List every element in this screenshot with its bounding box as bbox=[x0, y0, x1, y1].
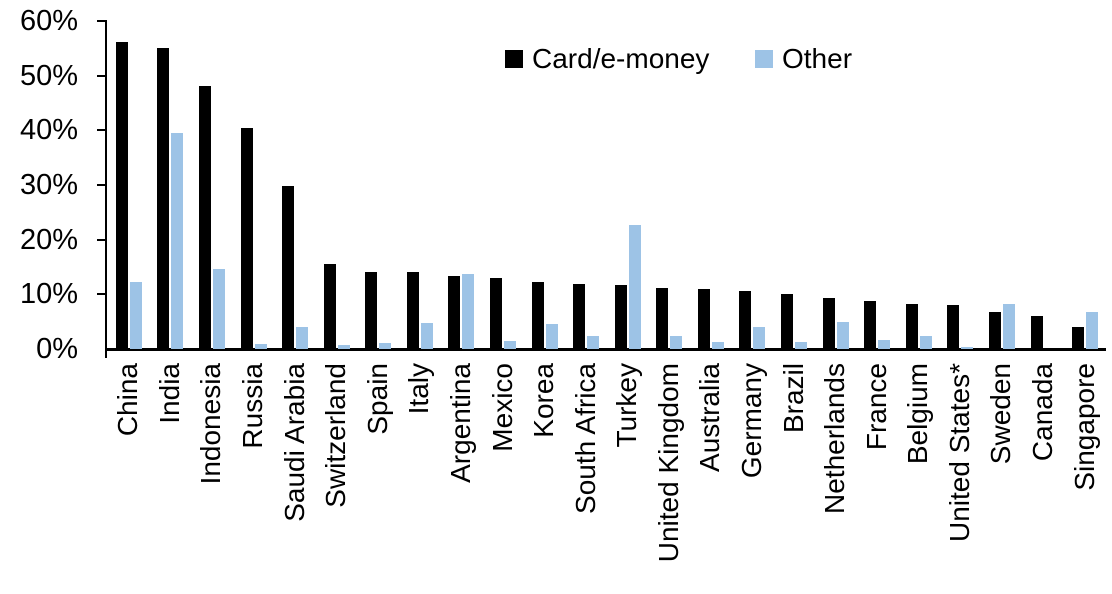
y-tick-mark bbox=[97, 129, 107, 132]
bar-other-belgium bbox=[919, 336, 932, 349]
x-category-label-spain: Spain bbox=[361, 363, 393, 435]
legend-swatch-other bbox=[755, 50, 773, 68]
x-axis-line bbox=[105, 348, 1106, 351]
bar-other-russia bbox=[254, 344, 267, 349]
x-category-label-argentina: Argentina bbox=[444, 363, 476, 483]
x-category-label-belgium: Belgium bbox=[902, 363, 934, 465]
y-tick-label: 40% bbox=[19, 114, 78, 147]
x-category-label-korea: Korea bbox=[528, 363, 560, 438]
bar-card-e-money-india bbox=[157, 48, 170, 349]
legend-swatch-card-e-money bbox=[505, 50, 523, 68]
bar-card-e-money-netherlands bbox=[822, 298, 835, 349]
bar-card-e-money-sweden bbox=[988, 312, 1001, 349]
bar-other-saudi-arabia bbox=[296, 327, 309, 349]
bar-other-germany bbox=[753, 327, 766, 349]
x-category-label-united-states: United States* bbox=[943, 363, 975, 542]
x-category-label-netherlands: Netherlands bbox=[819, 363, 851, 514]
bar-card-e-money-korea bbox=[531, 282, 544, 349]
bar-card-e-money-belgium bbox=[905, 304, 918, 349]
bar-card-e-money-turkey bbox=[614, 285, 627, 349]
x-category-label-united-kingdom: United Kingdom bbox=[652, 363, 684, 563]
x-category-label-saudi-arabia: Saudi Arabia bbox=[278, 363, 310, 522]
bar-card-e-money-united-kingdom bbox=[656, 288, 669, 349]
bar-card-e-money-italy bbox=[406, 272, 419, 349]
x-category-label-germany: Germany bbox=[735, 363, 767, 479]
bar-card-e-money-argentina bbox=[448, 276, 461, 349]
y-tick-mark bbox=[97, 293, 107, 296]
bar-other-united-states bbox=[961, 347, 974, 349]
bar-card-e-money-australia bbox=[697, 289, 710, 349]
y-tick-mark bbox=[97, 184, 107, 186]
bar-other-argentina bbox=[462, 274, 475, 349]
bar-other-mexico bbox=[504, 341, 516, 349]
x-category-label-china: China bbox=[112, 363, 144, 437]
bar-card-e-money-brazil bbox=[781, 294, 794, 349]
bar-other-netherlands bbox=[836, 322, 849, 349]
y-tick-mark bbox=[97, 238, 107, 241]
bar-card-e-money-france bbox=[864, 301, 877, 349]
x-category-label-russia: Russia bbox=[237, 363, 269, 449]
bar-other-india bbox=[171, 133, 184, 349]
bar-other-korea bbox=[545, 324, 558, 349]
x-category-label-france: France bbox=[860, 363, 892, 451]
bar-other-sweden bbox=[1002, 304, 1015, 349]
bar-card-e-money-singapore bbox=[1072, 327, 1085, 349]
y-tick-label: 60% bbox=[19, 5, 78, 37]
bar-card-e-money-germany bbox=[739, 291, 752, 349]
y-axis-line bbox=[105, 21, 107, 358]
bar-card-e-money-russia bbox=[240, 128, 253, 349]
bar-card-e-money-canada bbox=[1030, 316, 1043, 349]
x-category-label-india: India bbox=[153, 363, 185, 424]
bar-card-e-money-spain bbox=[365, 272, 378, 349]
y-tick-mark bbox=[97, 74, 107, 77]
bar-other-united-kingdom bbox=[670, 336, 683, 349]
bar-card-e-money-south-africa bbox=[573, 284, 586, 349]
bar-card-e-money-mexico bbox=[490, 278, 502, 349]
y-tick-label: 50% bbox=[19, 59, 78, 92]
x-category-label-singapore: Singapore bbox=[1068, 363, 1100, 491]
x-category-label-canada: Canada bbox=[1027, 363, 1059, 462]
y-tick-label: 10% bbox=[19, 278, 78, 311]
bar-other-indonesia bbox=[212, 269, 225, 349]
bar-other-south-africa bbox=[587, 336, 600, 349]
x-category-label-south-africa: South Africa bbox=[569, 363, 601, 514]
bar-other-china bbox=[129, 282, 142, 349]
bar-card-e-money-united-states bbox=[947, 305, 960, 349]
y-tick-mark bbox=[97, 20, 107, 22]
legend-label-card-e-money: Card/e-money bbox=[532, 43, 710, 74]
bar-other-spain bbox=[379, 343, 392, 349]
x-category-label-mexico: Mexico bbox=[486, 363, 518, 452]
bar-card-e-money-indonesia bbox=[198, 86, 211, 349]
y-tick-label: 30% bbox=[19, 169, 78, 201]
x-category-label-sweden: Sweden bbox=[985, 363, 1017, 465]
bar-other-brazil bbox=[795, 342, 808, 349]
bar-other-italy bbox=[420, 323, 433, 349]
bar-other-turkey bbox=[628, 225, 641, 349]
legend-label-other: Other bbox=[782, 43, 853, 74]
x-category-label-italy: Italy bbox=[403, 363, 435, 415]
y-tick-label: 20% bbox=[19, 223, 78, 256]
x-category-label-australia: Australia bbox=[694, 363, 726, 472]
x-category-label-switzerland: Switzerland bbox=[320, 363, 352, 508]
bar-card-e-money-switzerland bbox=[323, 264, 336, 349]
x-category-label-brazil: Brazil bbox=[777, 363, 809, 434]
x-category-label-indonesia: Indonesia bbox=[195, 363, 227, 485]
legend-item-card-e-money: Card/e-money bbox=[505, 43, 710, 74]
x-category-label-turkey: Turkey bbox=[611, 363, 643, 448]
bar-other-france bbox=[878, 340, 891, 349]
bar-other-singapore bbox=[1086, 312, 1099, 349]
bar-card-e-money-china bbox=[115, 42, 128, 349]
legend-item-other: Other bbox=[755, 43, 853, 74]
y-tick-label: 0% bbox=[36, 333, 78, 365]
bar-card-e-money-saudi-arabia bbox=[282, 186, 295, 349]
bar-other-switzerland bbox=[337, 345, 350, 349]
bar-other-australia bbox=[711, 342, 724, 349]
